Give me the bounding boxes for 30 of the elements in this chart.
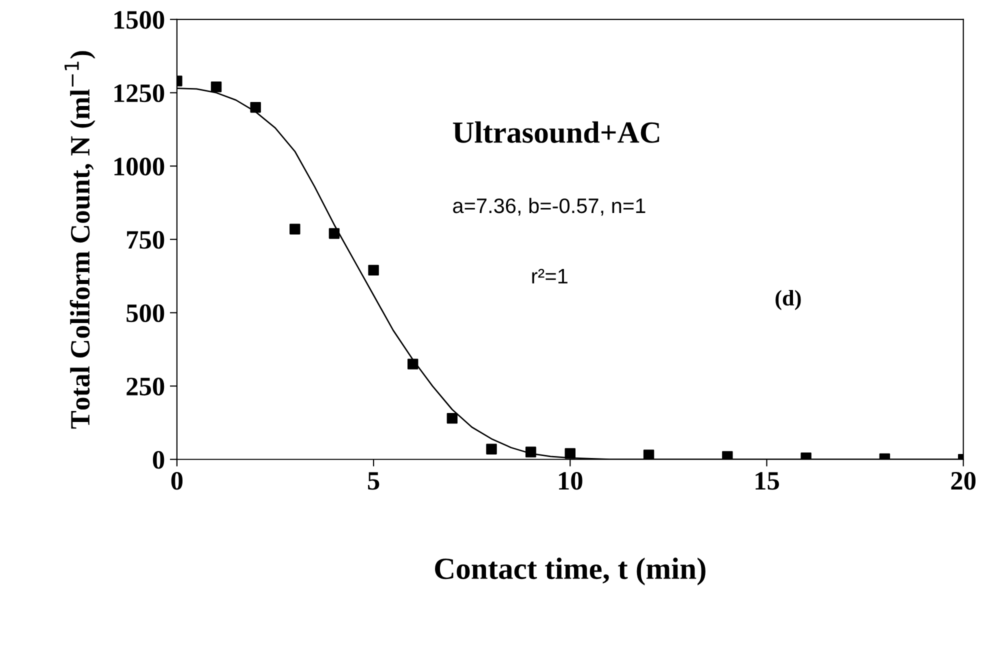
annotation: a=7.36, b=-0.57, n=1 [453,198,646,216]
point [408,358,418,370]
point [564,448,576,459]
y-tick-label: 1000 [114,158,164,176]
point [486,444,497,454]
point [290,224,300,234]
point [328,228,340,239]
annotation: r²=1 [532,268,568,284]
annotation: (d) [776,290,801,310]
x-axis-title: Contact time, t (min) [435,558,706,586]
y-axis-title: Total Coliform Count, N (ml$^{−1}$) [64,51,96,429]
x-tick-label: 10 [559,472,582,490]
point [722,451,733,460]
point [446,412,458,424]
y-tick-label: 750 [127,230,164,249]
point [525,446,536,458]
x-tick-label: 15 [756,472,779,490]
y-tick-label: 0 [152,450,164,469]
y-tick-label: 1500 [114,11,164,29]
point [250,102,261,113]
annotation: Ultrasound+AC [452,121,660,143]
point [368,264,379,276]
y-tick-label: 500 [126,304,164,322]
point [210,82,222,92]
x-tick-label: 20 [951,472,976,490]
point [643,450,654,460]
x-tick-label: 5 [368,472,380,490]
y-tick-label: 1250 [114,84,164,102]
x-tick-label: 0 [171,472,183,490]
y-tick-label: 250 [126,378,164,396]
